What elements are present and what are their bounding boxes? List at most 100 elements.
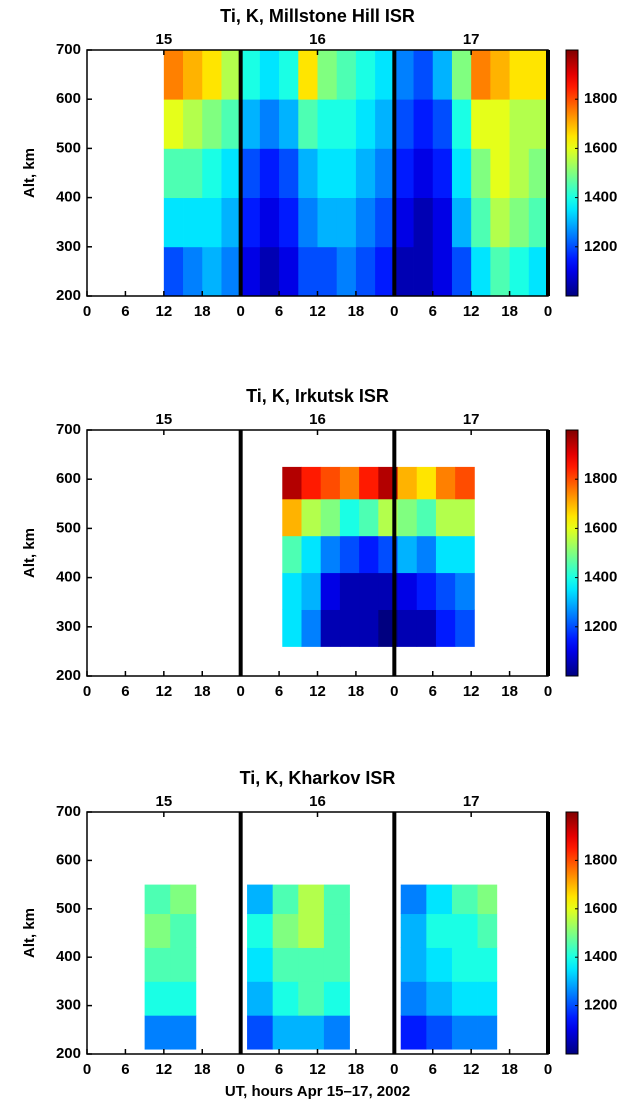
- heat-cell: [394, 50, 414, 100]
- heat-cell: [202, 50, 222, 100]
- colorbar-tick-label: 1600: [584, 900, 617, 917]
- heat-cell: [298, 913, 325, 948]
- heat-cell: [301, 535, 322, 574]
- heat-cell: [451, 148, 472, 198]
- heat-cell: [435, 609, 456, 647]
- heat-cell: [282, 535, 302, 574]
- heat-cell: [298, 1015, 325, 1050]
- colorbar: [565, 49, 579, 297]
- heat-cell: [282, 466, 302, 500]
- heat-cell: [144, 884, 171, 915]
- heat-cell: [435, 498, 456, 537]
- y-tick-label: 300: [56, 997, 81, 1014]
- heat-cell: [247, 947, 274, 982]
- y-tick-label: 700: [56, 41, 81, 58]
- x-tick-label: 6: [275, 683, 283, 700]
- heat-cell: [397, 498, 418, 537]
- heat-cell: [397, 466, 418, 500]
- x-tick-label: 6: [275, 303, 283, 320]
- heat-cell: [400, 1015, 427, 1050]
- heat-cell: [509, 197, 530, 248]
- heat-cell: [416, 498, 437, 537]
- heat-cell: [259, 197, 280, 248]
- heat-cell: [202, 197, 222, 248]
- x-tick-label: 18: [194, 1061, 211, 1078]
- x-tick-label: 6: [121, 683, 129, 700]
- y-tick-label: 700: [56, 421, 81, 438]
- heat-cell: [413, 148, 434, 198]
- x-tick-label: 12: [155, 683, 172, 700]
- y-tick-label: 200: [56, 667, 81, 684]
- x-tick-label: 18: [348, 1061, 365, 1078]
- heat-cell: [320, 498, 341, 537]
- heat-cell: [144, 913, 171, 948]
- heat-cell: [323, 981, 350, 1016]
- heat-cell: [471, 99, 491, 149]
- heat-cell: [435, 466, 456, 500]
- heat-cell: [375, 148, 395, 198]
- y-tick-label: 200: [56, 1045, 81, 1062]
- heat-cell: [355, 246, 376, 297]
- colorbar-tick-label: 1600: [584, 139, 617, 156]
- heat-cell: [451, 197, 472, 248]
- x-tick-label: 6: [429, 303, 437, 320]
- heat-cell: [163, 50, 184, 100]
- heat-cell: [272, 981, 299, 1016]
- day-label: 15: [155, 793, 172, 810]
- heat-cell: [202, 99, 222, 149]
- heat-cell: [170, 1015, 197, 1050]
- heat-cell: [301, 572, 322, 610]
- heat-cell: [509, 99, 530, 149]
- heat-cell: [272, 1015, 299, 1050]
- colorbar-tick-label: 1800: [584, 470, 617, 487]
- heat-cell: [323, 913, 350, 948]
- colorbar-tick-label: 1400: [584, 189, 617, 206]
- heat-cell: [336, 99, 357, 149]
- day-label: 15: [155, 31, 172, 48]
- x-tick-label: 12: [155, 303, 172, 320]
- heat-cell: [279, 197, 299, 248]
- heat-cell: [317, 197, 338, 248]
- heat-cell: [490, 246, 510, 297]
- heat-cell: [240, 99, 261, 149]
- heat-cell: [471, 50, 491, 100]
- colorbar: [565, 429, 579, 677]
- heat-cell: [202, 246, 222, 297]
- heat-cell: [339, 535, 360, 574]
- colorbar-tick-label: 1800: [584, 851, 617, 868]
- y-tick-label: 500: [56, 139, 81, 156]
- heat-cell: [317, 99, 338, 149]
- y-axis-label: Alt, km: [21, 148, 38, 198]
- y-tick-label: 300: [56, 238, 81, 255]
- heat-cell: [397, 609, 418, 647]
- heat-cell: [400, 913, 427, 948]
- heat-cell: [477, 947, 498, 982]
- x-tick-label: 12: [309, 303, 326, 320]
- x-tick-label: 0: [390, 303, 398, 320]
- x-tick-label: 0: [236, 683, 244, 700]
- heat-cell: [221, 148, 242, 198]
- y-tick-label: 300: [56, 618, 81, 635]
- heat-cell: [413, 50, 434, 100]
- y-tick-label: 400: [56, 569, 81, 586]
- heat-cell: [394, 246, 414, 297]
- x-axis-label: UT, hours Apr 15–17, 2002: [225, 1083, 410, 1100]
- heat-cell: [432, 197, 453, 248]
- x-tick-label: 6: [275, 1061, 283, 1078]
- heat-cell: [317, 148, 338, 198]
- heat-cell: [298, 981, 325, 1016]
- heat-cell: [432, 99, 453, 149]
- y-tick-label: 600: [56, 851, 81, 868]
- heat-cell: [259, 246, 280, 297]
- heat-cell: [282, 572, 302, 610]
- heat-cell: [426, 1015, 453, 1050]
- heat-cell: [301, 466, 322, 500]
- x-tick-label: 0: [236, 303, 244, 320]
- heat-cell: [317, 50, 338, 100]
- day-label: 15: [155, 411, 172, 428]
- heat-cell: [528, 50, 549, 100]
- heat-cell: [259, 99, 280, 149]
- heat-cell: [170, 913, 197, 948]
- heat-cell: [221, 197, 242, 248]
